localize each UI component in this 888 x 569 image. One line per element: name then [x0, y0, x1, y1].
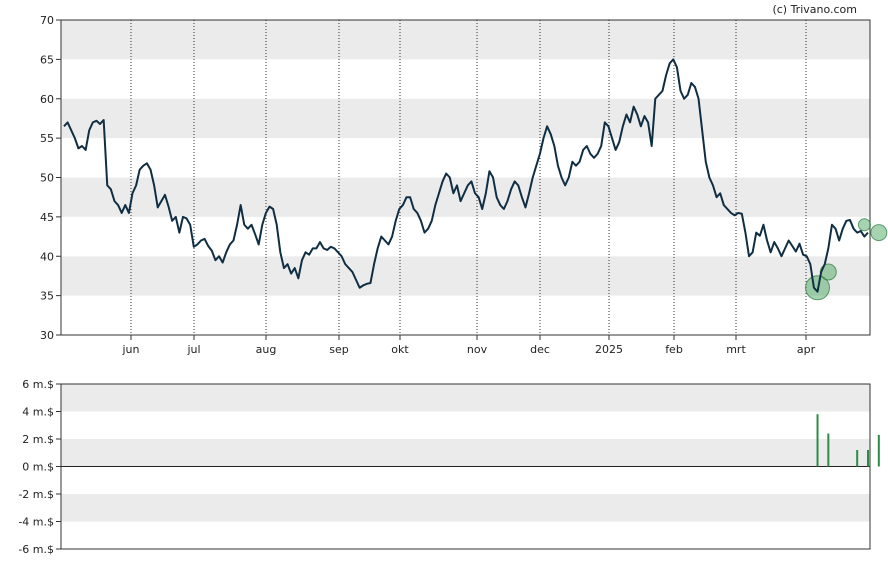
volume-band — [61, 384, 870, 412]
y-tick-label: 45 — [40, 211, 54, 224]
x-tick-label: aug — [256, 343, 277, 356]
volume-band — [61, 439, 870, 467]
x-tick-label: jun — [122, 343, 140, 356]
y-tick-label: 70 — [40, 14, 54, 27]
trade-marker — [870, 224, 888, 242]
price-band — [61, 59, 870, 99]
x-tick-label: nov — [467, 343, 488, 356]
volume-band — [61, 521, 870, 549]
credit-text: (c) Trivano.com — [772, 3, 857, 16]
price-band — [61, 216, 870, 257]
x-tick-label: apr — [797, 343, 816, 356]
price-band — [61, 98, 870, 139]
price-frame — [60, 19, 871, 336]
volume-bar — [816, 414, 819, 467]
volume-band — [61, 411, 870, 439]
volume-bar — [877, 434, 880, 467]
y-tick-label: 65 — [40, 53, 54, 66]
y-tick-label: 6 m.$ — [22, 378, 54, 391]
volume-bar — [867, 450, 869, 467]
y-tick-label: -2 m.$ — [18, 488, 54, 501]
price-band — [61, 20, 870, 60]
volume-panel: 6 m.$ 4 m.$ 2 m.$ 0 m.$ -2 m.$ -4 m.$ -6 m.$ — [18, 378, 880, 556]
y-tick-label: 40 — [40, 250, 54, 263]
price-line — [63, 58, 869, 293]
x-tick-label: okt — [391, 343, 409, 356]
volume-bar — [856, 450, 859, 467]
y-tick-label: 4 m.$ — [22, 406, 54, 419]
volume-frame — [60, 383, 871, 550]
volume-band — [61, 494, 870, 522]
y-tick-label: 30 — [40, 329, 54, 342]
y-tick-label: 50 — [40, 172, 54, 185]
volume-bar — [827, 433, 830, 467]
x-tick-label: mrt — [726, 343, 746, 356]
y-tick-label: 60 — [40, 93, 54, 106]
price-band — [61, 138, 870, 178]
y-tick-label: -4 m.$ — [18, 516, 54, 529]
x-tick-label: dec — [530, 343, 550, 356]
x-tick-label: sep — [329, 343, 348, 356]
x-tick-label: 2025 — [595, 343, 623, 356]
volume-band — [61, 466, 870, 494]
y-tick-label: 0 m.$ — [22, 461, 54, 474]
price-band — [61, 177, 870, 217]
y-tick-label: 35 — [40, 290, 54, 303]
price-band — [61, 256, 870, 296]
y-tick-label: -6 m.$ — [18, 543, 54, 556]
x-tick-label: feb — [665, 343, 683, 356]
y-tick-label: 2 m.$ — [22, 433, 54, 446]
price-band — [61, 295, 870, 335]
x-tick-label: jul — [186, 343, 200, 356]
trade-marker — [857, 218, 871, 232]
price-panel: jun jul aug sep okt nov dec 2025 feb mrt apr 30 35 40… — [40, 14, 888, 356]
y-tick-label: 55 — [40, 132, 54, 145]
